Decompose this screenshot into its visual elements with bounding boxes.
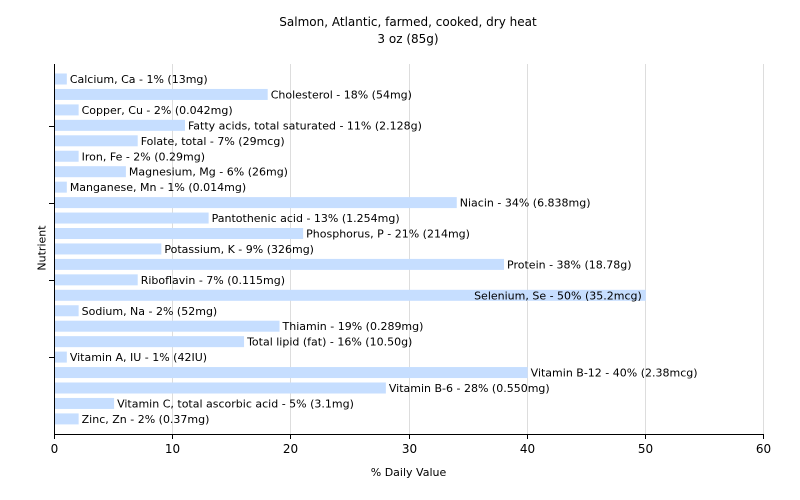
bar-label: Vitamin C, total ascorbic acid - 5% (3.1… [117, 397, 354, 410]
bar [55, 135, 138, 147]
bar-label: Zinc, Zn - 2% (0.37mg) [82, 413, 210, 426]
bar [55, 397, 115, 409]
bar-label: Thiamin - 19% (0.289mg) [282, 320, 424, 333]
x-tick-label: 0 [51, 442, 59, 456]
bar-label: Copper, Cu - 2% (0.042mg) [82, 104, 233, 117]
x-tick-label: 10 [165, 442, 180, 456]
bar [55, 305, 79, 317]
bar-label: Niacin - 34% (6.838mg) [460, 197, 591, 210]
chart-subtitle: 3 oz (85g) [377, 32, 439, 46]
bar [55, 336, 245, 348]
bar-label: Calcium, Ca - 1% (13mg) [70, 73, 208, 86]
bar-label: Vitamin A, IU - 1% (42IU) [70, 351, 207, 364]
bar [55, 382, 386, 394]
bar-label: Sodium, Na - 2% (52mg) [82, 305, 218, 318]
x-tick-label: 30 [402, 442, 417, 456]
chart-title: Salmon, Atlantic, farmed, cooked, dry he… [279, 15, 537, 29]
x-axis-label: % Daily Value [370, 466, 447, 479]
bar-label: Folate, total - 7% (29mcg) [141, 135, 285, 148]
bar-label: Fatty acids, total saturated - 11% (2.12… [188, 119, 422, 132]
bar [55, 243, 162, 255]
bar-label: Pantothenic acid - 13% (1.254mg) [212, 212, 400, 225]
x-tick-label: 50 [638, 442, 653, 456]
bar-label: Iron, Fe - 2% (0.29mg) [82, 150, 205, 163]
bar [55, 88, 268, 100]
axes: 0 10 20 30 40 50 60 [49, 64, 771, 456]
bar [55, 119, 185, 131]
bar [55, 274, 138, 286]
bars [55, 73, 646, 425]
bar-label: Selenium, Se - 50% (35.2mcg) [474, 289, 642, 302]
bar [55, 212, 209, 224]
bar [55, 104, 79, 116]
bar [55, 228, 304, 239]
bar-label: Riboflavin - 7% (0.115mg) [141, 274, 285, 287]
x-tick-label: 40 [520, 442, 535, 456]
bar-labels: Calcium, Ca - 1% (13mg) Cholesterol - 18%… [70, 73, 698, 426]
bar [55, 166, 126, 178]
bar [55, 351, 67, 363]
bar [55, 289, 646, 301]
y-axis-label: Nutrient [35, 225, 49, 271]
bar [55, 320, 280, 332]
bar-label: Cholesterol - 18% (54mg) [271, 88, 412, 101]
bar [55, 181, 67, 193]
bar-label: Phosphorus, P - 21% (214mg) [306, 228, 470, 241]
bar-label: Magnesium, Mg - 6% (26mg) [129, 166, 288, 179]
bar [55, 150, 79, 162]
bar-label: Potassium, K - 9% (326mg) [164, 243, 314, 256]
bar-label: Vitamin B-6 - 28% (0.550mg) [389, 382, 550, 395]
bar-label: Protein - 38% (18.78g) [507, 258, 632, 271]
bar-label: Manganese, Mn - 1% (0.014mg) [70, 181, 246, 194]
bar [55, 367, 528, 379]
bar [55, 413, 79, 425]
bar [55, 258, 505, 270]
bar [55, 73, 67, 85]
x-tick-label: 60 [756, 442, 771, 456]
bar [55, 197, 457, 209]
x-tick-label: 20 [283, 442, 298, 456]
bar-label: Total lipid (fat) - 16% (10.50g) [246, 336, 412, 349]
bar-label: Vitamin B-12 - 40% (2.38mcg) [531, 367, 698, 380]
